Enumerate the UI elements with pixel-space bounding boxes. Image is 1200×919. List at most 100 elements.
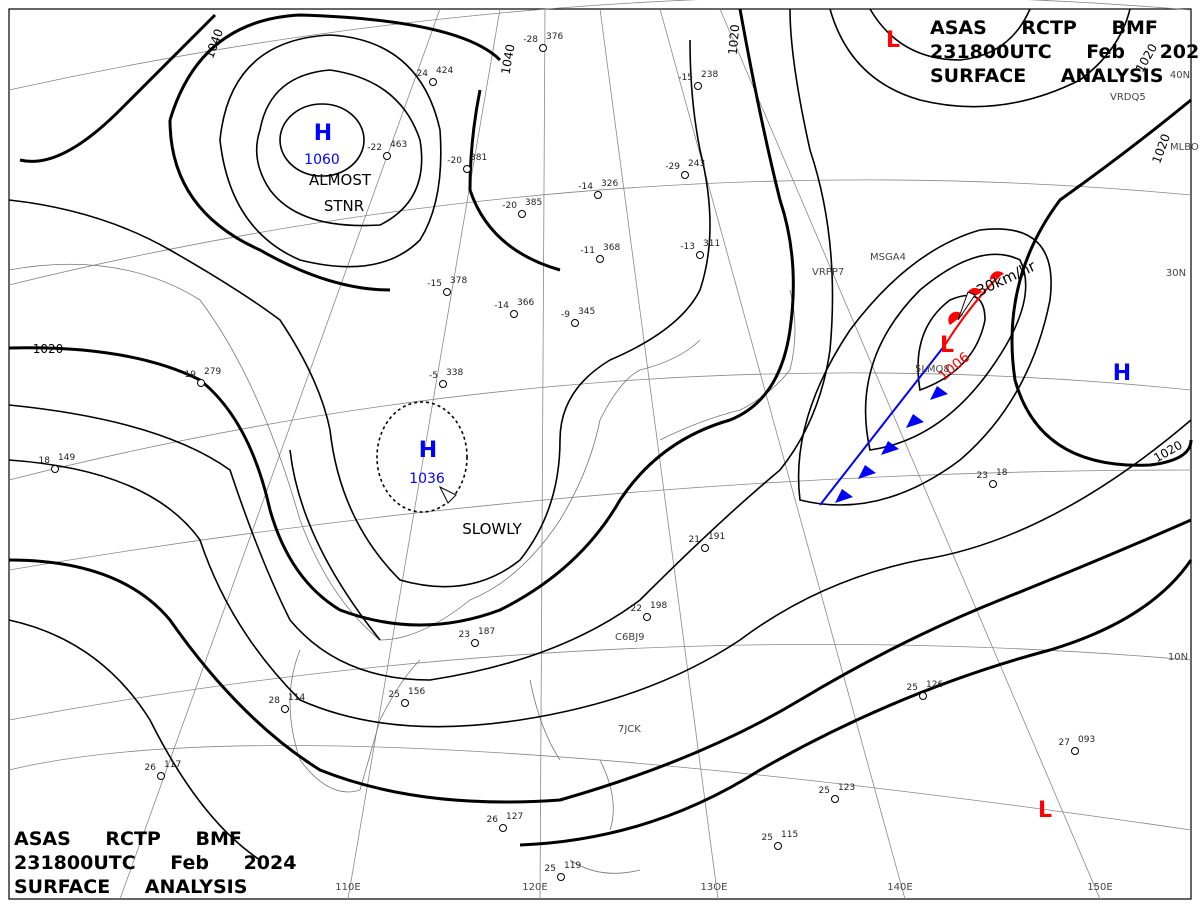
pressure-center-value: 1036	[409, 471, 445, 487]
station-temp: -14	[578, 182, 593, 192]
station-temp: -24	[413, 69, 428, 79]
header-line: 231800UTC Feb 2024	[14, 852, 296, 874]
station-marker	[989, 480, 997, 488]
station-temp: -15	[678, 73, 693, 83]
station-marker	[643, 613, 651, 621]
isobar-label: 1020	[33, 342, 64, 356]
latitude-line	[8, 0, 1192, 91]
station-temp: -22	[367, 143, 382, 153]
fronts	[438, 271, 1004, 506]
pressure-center-value: 1060	[304, 152, 340, 168]
station-pressure: 115	[781, 830, 798, 840]
station-temp: 25	[907, 683, 918, 693]
header-line: 231800UTC Feb 2024	[930, 41, 1200, 63]
station-temp: 25	[762, 833, 773, 843]
station-pressure: 149	[58, 453, 75, 463]
station-temp: -20	[447, 156, 462, 166]
station-pressure: 114	[288, 693, 305, 703]
longitude-line	[539, 8, 546, 900]
isobar-label: 1020	[726, 24, 743, 56]
station-temp: 22	[631, 604, 642, 614]
station-temp: -14	[494, 301, 509, 311]
ship-id: VRPP7	[812, 267, 844, 278]
station-temp: -11	[580, 246, 595, 256]
latitude-line	[8, 372, 1192, 481]
station-temp: -29	[665, 162, 680, 172]
station-pressure: 311	[703, 239, 720, 249]
station-marker	[197, 379, 205, 387]
station-marker	[429, 78, 437, 86]
station-marker	[443, 288, 451, 296]
station-pressure: 376	[546, 32, 563, 42]
pressure-center-symbol: L	[886, 28, 900, 53]
station-pressure: 381	[470, 153, 487, 163]
station-pressure: 18	[996, 468, 1008, 478]
ship-id: 5LMQ8	[915, 364, 950, 375]
station-temp: 28	[269, 696, 281, 706]
station-marker	[594, 191, 602, 199]
station-pressure: 198	[650, 601, 667, 611]
pressure-center-symbol: H	[419, 438, 437, 463]
station-marker	[701, 544, 709, 552]
graticule	[8, 0, 1192, 900]
station-temp: 23	[977, 471, 988, 481]
station-pressure: 117	[164, 760, 181, 770]
ship-id: C6BJ9	[615, 632, 645, 643]
longitude-label: 120E	[522, 882, 547, 893]
station-temp: 21	[689, 535, 700, 545]
latitude-label: 10N	[1168, 652, 1188, 663]
pressure-center-symbol: L	[940, 333, 954, 358]
station-pressure: 368	[603, 243, 620, 253]
latitude-label: 40N	[1170, 70, 1190, 81]
annotation: SLOWLY	[462, 520, 522, 538]
station-pressure: 366	[517, 298, 534, 308]
isobar-label: 1040	[499, 43, 518, 76]
latitude-line	[8, 745, 1192, 831]
station-pressure: 424	[436, 66, 453, 76]
station-marker	[383, 152, 391, 160]
station-pressure: 463	[390, 140, 407, 150]
annotation: ALMOST	[309, 171, 372, 189]
station-temp: 25	[819, 786, 830, 796]
station-temp: -5	[429, 371, 438, 381]
station-pressure: 378	[450, 276, 467, 286]
station-temp: 26	[145, 763, 157, 773]
header-line: ASAS RCTP BMF	[14, 828, 242, 850]
station-pressure: 093	[1078, 735, 1095, 745]
station-marker	[596, 255, 604, 263]
station-marker	[774, 842, 782, 850]
station-pressure: 385	[525, 198, 542, 208]
station-pressure: 279	[204, 367, 221, 377]
header-line: SURFACE ANALYSIS	[930, 65, 1163, 87]
station-temp: 25	[389, 690, 400, 700]
station-marker	[51, 465, 59, 473]
latitude-line	[8, 179, 1192, 286]
station-marker	[919, 692, 927, 700]
station-pressure: 126	[926, 680, 943, 690]
longitude-line	[347, 8, 501, 900]
ship-id: MSGA4	[870, 252, 906, 263]
station-pressure: 187	[478, 627, 495, 637]
longitude-label: 150E	[1087, 882, 1112, 893]
isobars	[8, 8, 1193, 861]
station-marker	[518, 210, 526, 218]
station-marker	[681, 171, 689, 179]
station-temp: -28	[523, 35, 538, 45]
station-temp: 25	[545, 864, 556, 874]
station-marker	[157, 772, 165, 780]
station-temp: 27	[1059, 738, 1070, 748]
station-temp: 23	[459, 630, 470, 640]
station-pressure: 345	[578, 307, 595, 317]
header-line: SURFACE ANALYSIS	[14, 876, 247, 898]
latitude-line	[8, 643, 1192, 721]
station-marker	[557, 873, 565, 881]
station-marker	[694, 82, 702, 90]
station-marker	[463, 165, 471, 173]
latitude-line	[8, 469, 1192, 571]
station-pressure: 326	[601, 179, 618, 189]
ship-id: VRDQ5	[1110, 92, 1146, 103]
station-marker	[439, 380, 447, 388]
station-temp: -15	[427, 279, 442, 289]
station-pressure: 156	[408, 687, 425, 697]
